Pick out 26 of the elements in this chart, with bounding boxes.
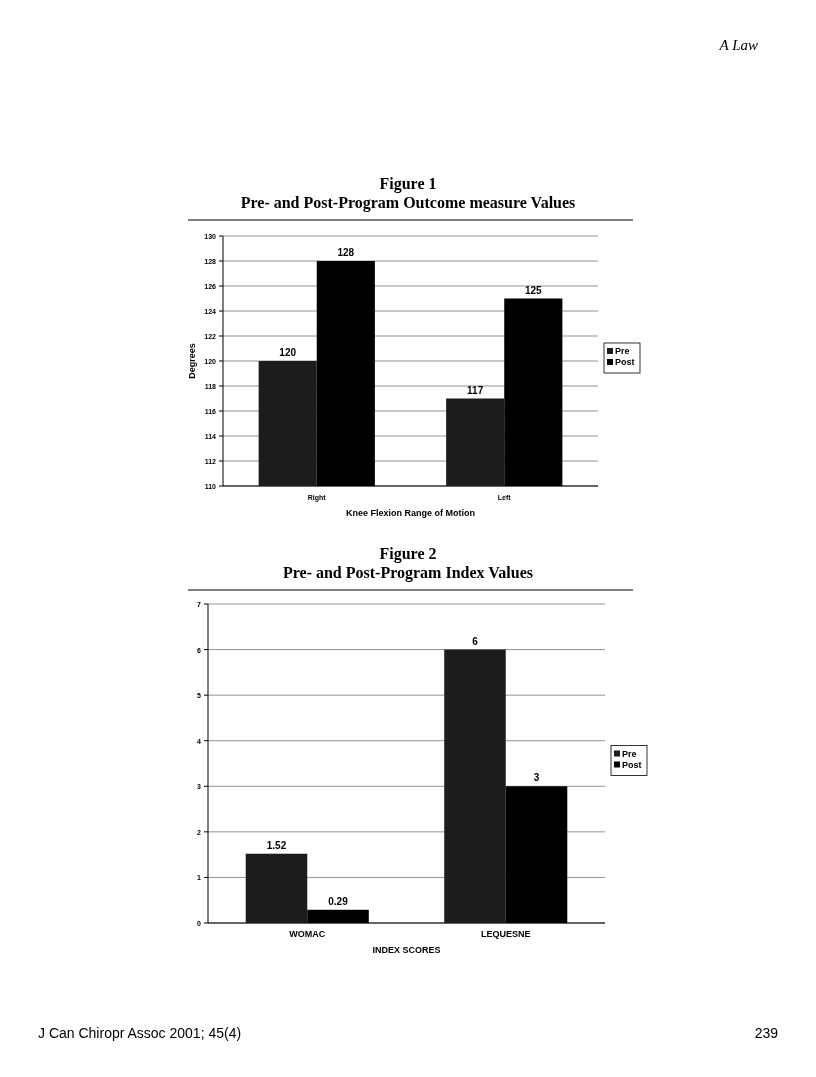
legend-label: Pre [622, 748, 637, 759]
data-label: 125 [524, 284, 543, 296]
data-label: 6 [472, 635, 479, 647]
data-label: 0.29 [328, 895, 349, 907]
text: J Can Chiropr Assoc 2001; 45(4) [38, 1025, 242, 1041]
x-axis-title: Knee Flexion Range of Motion [345, 508, 476, 518]
data-label: 128 [337, 247, 355, 258]
data-label: 3 [533, 772, 540, 784]
chart-title: Figure 2 [379, 545, 437, 563]
chart-title: Figure 1 [379, 175, 437, 193]
y-axis-title: Degrees [187, 343, 197, 379]
chart-subtitle: Pre- and Post-Program Outcome measure Values [240, 194, 576, 212]
chart-subtitle: Pre- and Post-Program Index Values [282, 564, 534, 582]
x-axis-title: INDEX SCORES [372, 945, 441, 955]
data-label: 120 [279, 347, 297, 358]
text: 239 [754, 1025, 779, 1041]
legend-label: Pre [615, 346, 630, 356]
data-label: 1.52 [266, 839, 287, 851]
text: A Law [718, 37, 758, 53]
bar [444, 649, 506, 923]
x-tick-label: WOMAC [289, 929, 326, 939]
data-label: 117 [467, 384, 484, 396]
legend-label: Post [615, 357, 635, 367]
legend-label: Post [622, 759, 642, 770]
bar [245, 853, 308, 923]
x-tick-label: LEQUESNE [480, 929, 531, 939]
